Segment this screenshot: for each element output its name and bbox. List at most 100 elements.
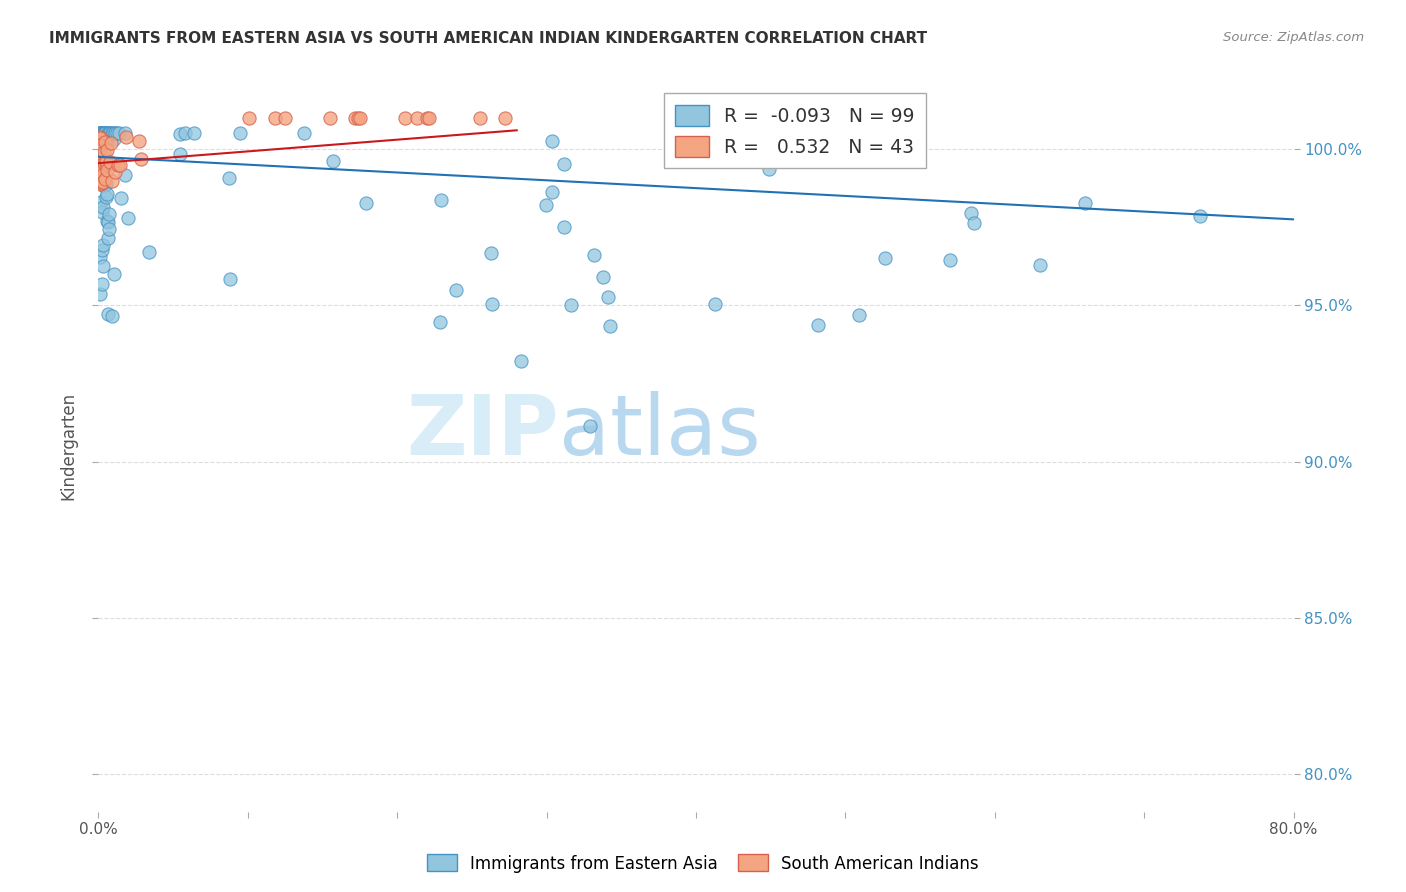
Point xyxy=(101,127,124,141)
Point xyxy=(90,277,112,291)
Point xyxy=(430,194,453,208)
Point xyxy=(406,111,429,125)
Point xyxy=(89,127,111,141)
Text: Source: ZipAtlas.com: Source: ZipAtlas.com xyxy=(1223,31,1364,45)
Legend: R =  -0.093   N = 99, R =   0.532   N = 43: R = -0.093 N = 99, R = 0.532 N = 43 xyxy=(664,94,925,169)
Point xyxy=(104,127,127,141)
Point xyxy=(592,270,614,285)
Point xyxy=(89,152,111,166)
Point xyxy=(322,154,344,169)
Point xyxy=(98,155,121,169)
Point xyxy=(96,144,118,158)
Point xyxy=(94,159,117,173)
Point xyxy=(93,175,115,189)
Point xyxy=(108,159,131,173)
Point xyxy=(183,127,205,141)
Point xyxy=(90,127,112,141)
Text: atlas: atlas xyxy=(558,391,761,472)
Point xyxy=(89,154,111,169)
Point xyxy=(89,133,111,147)
Point xyxy=(89,173,111,187)
Point xyxy=(90,127,112,141)
Point xyxy=(96,186,118,201)
Point xyxy=(294,127,316,141)
Point xyxy=(103,267,125,281)
Point xyxy=(89,127,111,141)
Point xyxy=(93,127,115,141)
Point xyxy=(91,127,114,141)
Point xyxy=(90,135,112,149)
Point xyxy=(553,157,575,171)
Point xyxy=(89,127,111,141)
Point xyxy=(1029,258,1052,272)
Point xyxy=(128,135,150,149)
Point xyxy=(93,155,115,169)
Point xyxy=(494,111,516,125)
Point xyxy=(110,192,132,206)
Point xyxy=(446,283,468,297)
Point xyxy=(108,127,131,141)
Point xyxy=(963,216,986,230)
Point xyxy=(91,176,114,190)
Point xyxy=(343,111,366,125)
Point xyxy=(418,111,440,125)
Point xyxy=(97,222,120,236)
Point xyxy=(89,130,111,145)
Point xyxy=(89,251,111,265)
Point xyxy=(536,197,558,211)
Point xyxy=(89,163,111,178)
Point xyxy=(598,290,620,304)
Point xyxy=(541,134,564,148)
Point xyxy=(93,237,115,252)
Point xyxy=(97,127,120,141)
Point xyxy=(91,127,114,141)
Point xyxy=(583,248,606,262)
Point xyxy=(97,127,120,141)
Point xyxy=(93,178,115,193)
Point xyxy=(560,298,582,312)
Point xyxy=(138,245,160,260)
Point xyxy=(553,219,575,234)
Point xyxy=(429,316,451,330)
Point xyxy=(94,153,117,168)
Point xyxy=(97,231,120,245)
Point xyxy=(89,177,111,191)
Point xyxy=(114,127,136,141)
Text: ZIP: ZIP xyxy=(406,391,558,472)
Point xyxy=(91,127,114,141)
Point xyxy=(89,155,111,169)
Point xyxy=(416,111,439,125)
Point xyxy=(599,318,621,333)
Point xyxy=(873,252,896,266)
Point xyxy=(101,174,124,188)
Point xyxy=(1074,196,1097,211)
Point xyxy=(346,111,368,125)
Point xyxy=(90,244,112,258)
Point xyxy=(91,168,114,182)
Point xyxy=(93,127,115,141)
Point xyxy=(114,130,136,145)
Y-axis label: Kindergarten: Kindergarten xyxy=(59,392,77,500)
Point xyxy=(97,215,120,229)
Point xyxy=(1189,209,1212,223)
Point xyxy=(105,127,128,141)
Point xyxy=(173,127,195,141)
Point xyxy=(89,152,111,166)
Point xyxy=(169,127,191,141)
Point xyxy=(319,111,342,125)
Point xyxy=(97,127,120,141)
Point xyxy=(89,169,111,183)
Point xyxy=(114,168,136,182)
Point xyxy=(229,127,252,141)
Point xyxy=(101,309,124,323)
Point xyxy=(704,127,727,141)
Point xyxy=(218,171,240,186)
Point xyxy=(94,177,117,191)
Point xyxy=(758,161,780,176)
Point xyxy=(93,145,115,160)
Point xyxy=(94,156,117,170)
Point xyxy=(89,130,111,145)
Point xyxy=(96,163,118,178)
Point xyxy=(94,171,117,186)
Point xyxy=(960,206,983,220)
